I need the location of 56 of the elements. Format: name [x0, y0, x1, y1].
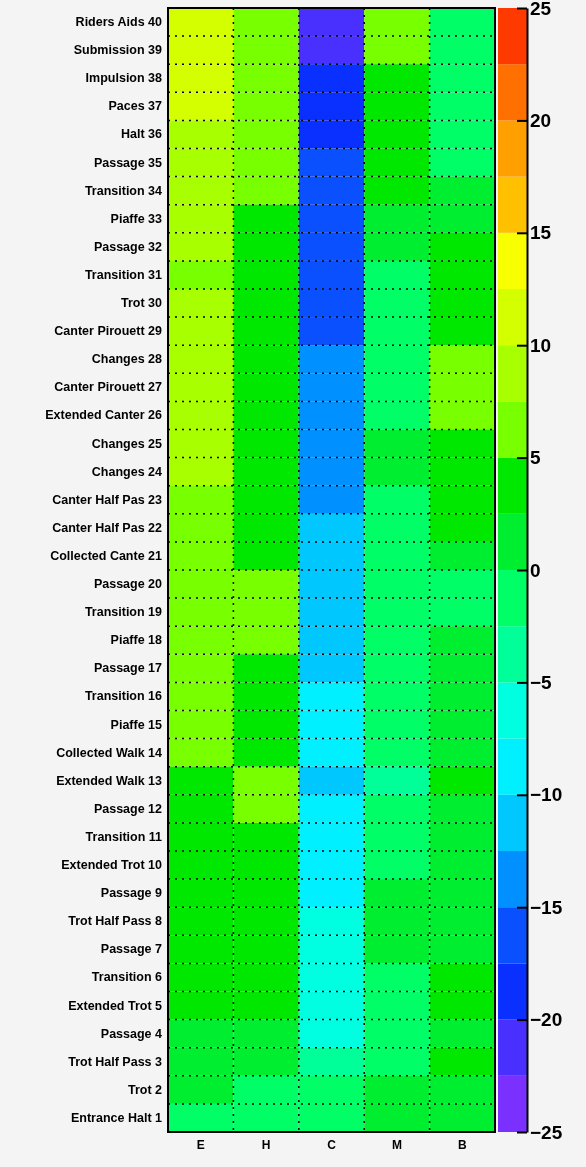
color-bar-label: −25	[530, 1121, 563, 1143]
y-tick-label: Passage 9	[100, 886, 163, 901]
color-bar-label: 15	[530, 222, 552, 244]
color-bar-label: −15	[530, 896, 563, 918]
y-tick-label: Trot 2	[127, 1082, 163, 1097]
y-tick-label: Trot Half Pass 8	[68, 914, 163, 929]
y-tick-label: Trot Half Pass 3	[68, 1054, 163, 1069]
y-tick-label: Passage 4	[100, 1026, 163, 1041]
y-tick-label: Transition 34	[84, 183, 163, 198]
y-tick-label: Changes 24	[91, 464, 163, 479]
y-tick-label: Extended Trot 5	[68, 998, 163, 1013]
y-tick-label: Piaffe 15	[110, 717, 163, 732]
y-tick-label: Entrance Halt 1	[70, 1110, 163, 1125]
y-tick-label: Passage 12	[93, 801, 163, 816]
x-tick-label: H	[261, 1137, 271, 1152]
y-tick-label: Riders Aids 40	[75, 15, 163, 30]
color-bar-label: 25	[530, 0, 552, 19]
color-bar-label: −5	[530, 671, 553, 693]
y-tick-label: Passage 32	[93, 239, 163, 254]
y-tick-label: Transition 11	[85, 829, 163, 844]
y-tick-label: Passage 20	[93, 577, 163, 592]
color-bar-label: 20	[530, 109, 552, 131]
y-tick-label: Transition 6	[91, 970, 163, 985]
x-tick-label: M	[391, 1137, 402, 1152]
y-tick-label: Trot 30	[121, 296, 163, 311]
y-tick-label: Transition 19	[84, 605, 163, 620]
y-tick-label: Halt 36	[121, 127, 163, 142]
color-bar-label: −10	[530, 784, 563, 806]
y-tick-label: Collected Cante 21	[50, 548, 163, 563]
y-tick-label: Paces 37	[108, 99, 163, 114]
x-tick-label: E	[196, 1137, 205, 1152]
y-tick-label: Canter Half Pas 22	[52, 520, 163, 535]
y-tick-label: Canter Pirouett 29	[54, 324, 163, 339]
color-bar-label: 5	[530, 447, 541, 469]
y-tick-label: Piaffe 18	[110, 633, 163, 648]
y-tick-label: Changes 25	[91, 436, 163, 451]
y-tick-label: Transition 31	[84, 267, 163, 282]
x-tick-label: C	[327, 1137, 337, 1152]
y-tick-label: Passage 35	[93, 155, 163, 170]
color-bar-label: −20	[530, 1009, 563, 1031]
y-tick-label: Canter Pirouett 27	[54, 380, 163, 395]
x-tick-label: B	[457, 1137, 467, 1152]
color-bar-label: 10	[530, 334, 552, 356]
y-tick-label: Passage 17	[93, 661, 163, 676]
y-tick-label: Extended Trot 10	[61, 858, 163, 873]
y-tick-label: Passage 7	[100, 942, 163, 957]
y-tick-label: Extended Canter 26	[45, 408, 163, 423]
y-tick-label: Extended Walk 13	[56, 773, 163, 788]
color-bar-label: 0	[530, 559, 541, 581]
y-tick-label: Piaffe 33	[110, 211, 163, 226]
y-tick-label: Changes 28	[91, 352, 163, 367]
y-tick-label: Submission 39	[73, 43, 163, 58]
y-tick-label: Canter Half Pas 23	[52, 492, 163, 507]
y-tick-label: Collected Walk 14	[56, 745, 163, 760]
y-tick-label: Impulsion 38	[85, 71, 163, 86]
y-tick-label: Transition 16	[84, 689, 163, 704]
